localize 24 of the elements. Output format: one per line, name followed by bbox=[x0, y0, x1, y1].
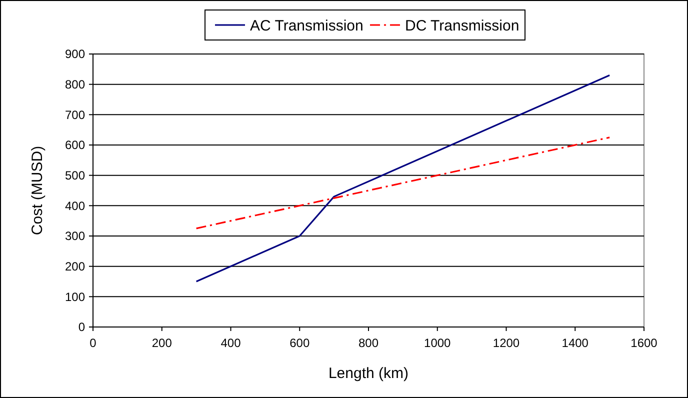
legend-label: AC Transmission bbox=[250, 17, 364, 34]
legend-label: DC Transmission bbox=[405, 17, 520, 34]
x-tick-label: 800 bbox=[358, 336, 379, 350]
y-tick-label: 0 bbox=[78, 320, 86, 334]
y-tick-label: 700 bbox=[64, 108, 86, 122]
x-tick-label: 400 bbox=[220, 336, 242, 350]
x-tick-label: 600 bbox=[290, 336, 310, 350]
x-tick-label: 0 bbox=[90, 336, 97, 350]
y-tick-label: 200 bbox=[64, 260, 86, 274]
y-tick-label: 500 bbox=[64, 168, 86, 183]
x-axis-title: Length (km) bbox=[328, 365, 409, 382]
x-tick-label: 1600 bbox=[630, 336, 658, 350]
y-tick-label: 300 bbox=[64, 229, 86, 244]
x-tick-label: 1200 bbox=[492, 336, 520, 350]
y-tick-label: 600 bbox=[64, 138, 86, 152]
y-tick-label: 100 bbox=[64, 290, 86, 304]
y-tick-label: 400 bbox=[64, 198, 86, 213]
line-series bbox=[196, 74, 610, 282]
y-tick-label: 900 bbox=[64, 47, 86, 62]
x-tick-label: 1400 bbox=[562, 336, 589, 350]
y-axis-title: Cost (MUSD) bbox=[29, 146, 46, 236]
x-tick-label: 200 bbox=[152, 336, 172, 350]
y-tick-label: 800 bbox=[64, 78, 86, 92]
x-tick-label: 1000 bbox=[424, 336, 452, 350]
